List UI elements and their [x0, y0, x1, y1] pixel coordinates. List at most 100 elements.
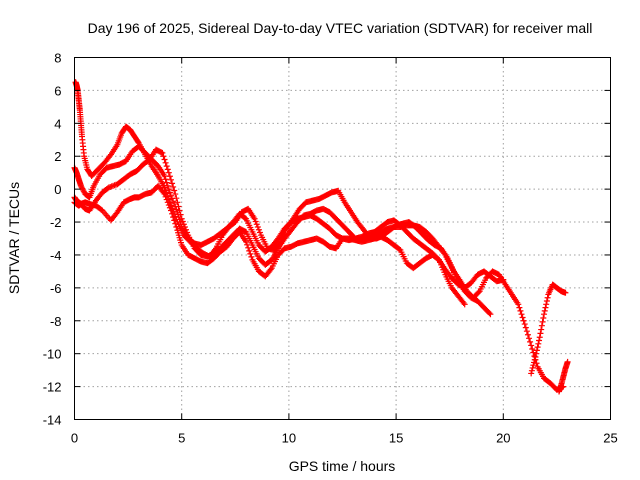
data-point: [541, 307, 548, 314]
y-tick-label: -8: [50, 314, 62, 329]
y-tick-label: -14: [43, 413, 62, 428]
data-point: [516, 304, 523, 311]
data-point: [166, 173, 173, 180]
chart-title: Day 196 of 2025, Sidereal Day-to-day VTE…: [88, 20, 593, 36]
data-point: [487, 311, 494, 318]
series-trace-1: [71, 182, 468, 308]
data-point: [530, 362, 537, 369]
data-point: [159, 149, 166, 156]
data-point: [171, 200, 178, 207]
data-point: [246, 247, 253, 254]
data-point: [169, 195, 176, 202]
data-point: [519, 314, 526, 321]
axis-ticks: [74, 57, 611, 420]
data-point: [276, 240, 283, 247]
data-point: [528, 370, 535, 377]
data-point: [162, 159, 169, 166]
y-tick-label: 6: [54, 83, 61, 98]
y-tick-labels: -14 -12 -10 -8 -6 -4 -2 0 2 4 6 8: [43, 51, 62, 428]
data-point: [170, 208, 177, 215]
x-tick-label: 20: [496, 431, 510, 446]
data-point: [135, 138, 142, 145]
y-tick-label: -6: [50, 281, 62, 296]
grid: [74, 57, 611, 420]
x-tick-label: 10: [282, 431, 296, 446]
data-point: [172, 191, 179, 198]
data-point: [174, 199, 181, 206]
data-point: [461, 301, 468, 308]
data-point: [518, 311, 525, 318]
y-tick-label: -10: [43, 347, 62, 362]
data-point: [254, 223, 261, 230]
series-trace-5: [528, 281, 569, 377]
data-point: [475, 289, 482, 296]
data-point: [524, 331, 531, 338]
y-tick-label: 4: [54, 116, 61, 131]
data-point: [161, 184, 168, 191]
data-point: [533, 350, 540, 357]
data-point: [267, 266, 274, 273]
data-point: [163, 179, 170, 186]
data-point: [164, 193, 171, 200]
data-point: [526, 335, 533, 342]
data-point: [536, 337, 543, 344]
data-point: [532, 353, 539, 360]
y-tick-label: -12: [43, 380, 62, 395]
x-tick-label: 5: [178, 431, 185, 446]
data-point: [544, 294, 551, 301]
data-point: [537, 330, 544, 337]
y-axis-label: SDTVAR / TECUs: [6, 182, 22, 294]
data-point: [247, 250, 254, 257]
data-point: [245, 244, 252, 251]
data-point: [106, 152, 113, 159]
data-point: [541, 311, 548, 318]
data-point: [165, 169, 172, 176]
data-point: [523, 328, 530, 335]
data-point: [172, 203, 179, 210]
data-point: [538, 322, 545, 329]
data-point: [531, 359, 538, 366]
data-point: [170, 183, 177, 190]
data-point: [540, 315, 547, 322]
data-point: [538, 326, 545, 333]
x-tick-label: 15: [389, 431, 403, 446]
data-point: [535, 340, 542, 347]
x-tick-label: 25: [603, 431, 617, 446]
data-point: [171, 187, 178, 194]
data-point: [173, 206, 180, 213]
data-point: [530, 349, 537, 356]
data-point: [169, 180, 176, 187]
data-point: [255, 226, 262, 233]
data-point: [164, 166, 171, 173]
data-point: [253, 221, 260, 228]
series-trace-3: [71, 143, 507, 291]
data-point: [167, 176, 174, 183]
data-point: [251, 215, 258, 222]
data-point: [248, 253, 255, 260]
data-point: [517, 307, 524, 314]
data-point: [162, 176, 169, 183]
y-tick-label: 8: [54, 51, 61, 66]
data-point: [244, 241, 251, 248]
data-point: [528, 367, 535, 374]
data-point: [515, 301, 522, 308]
data-point: [170, 198, 177, 205]
x-axis-label: GPS time / hours: [289, 458, 396, 474]
series-trace-6: [556, 358, 571, 395]
data-point: [169, 205, 176, 212]
data-point: [396, 246, 403, 253]
data-point: [173, 216, 180, 223]
data-point: [536, 334, 543, 341]
data-point: [528, 342, 535, 349]
data-point: [543, 298, 550, 305]
y-tick-label: 0: [54, 182, 61, 197]
data-point: [166, 199, 173, 206]
data-point: [534, 344, 541, 351]
data-point: [256, 229, 263, 236]
data-point: [531, 356, 538, 363]
data-point: [243, 238, 250, 245]
data-point: [211, 246, 218, 253]
y-tick-label: -2: [50, 215, 62, 230]
